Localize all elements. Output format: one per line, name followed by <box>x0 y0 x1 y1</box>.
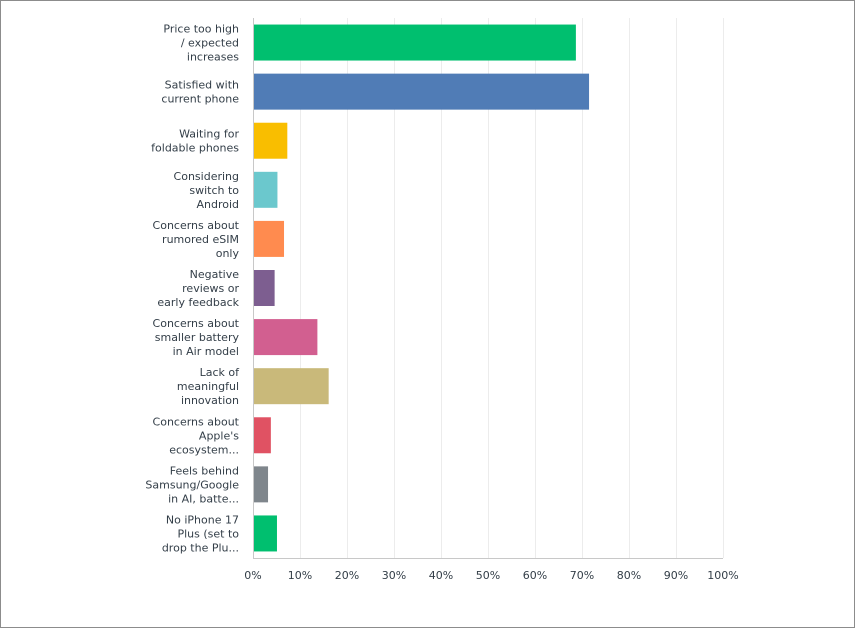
x-tick-label: 100% <box>707 569 738 582</box>
category-label: Satisfied with current phone <box>161 79 239 106</box>
bar[interactable] <box>254 319 318 356</box>
bar[interactable] <box>254 24 576 61</box>
category-label: Waiting for foldable phones <box>151 128 239 155</box>
category-label-line: Lack of <box>200 366 241 379</box>
x-tick-label: 20% <box>335 569 359 582</box>
category-label-line: switch to <box>189 184 239 197</box>
x-tick-label: 90% <box>664 569 688 582</box>
category-label: Negative reviews or early feedback <box>157 268 239 309</box>
category-label: Lack of meaningful innovation <box>177 366 240 407</box>
bars <box>254 24 590 552</box>
category-label: Concerns about rumored eSIM only <box>153 219 240 260</box>
bar[interactable] <box>254 73 590 110</box>
bar[interactable] <box>254 417 271 454</box>
category-label-line: foldable phones <box>151 142 239 155</box>
x-tick-label: 50% <box>476 569 500 582</box>
x-tick-label: 30% <box>382 569 406 582</box>
category-label-line: No iPhone 17 <box>166 513 239 526</box>
category-label-line: smaller battery <box>155 331 240 344</box>
category-label-line: in AI, batte... <box>168 492 239 505</box>
category-label-line: Negative <box>190 268 240 281</box>
category-label: No iPhone 17 Plus (set to drop the Plu... <box>162 513 239 554</box>
category-label: Feels behind Samsung/Google in AI, batte..… <box>145 464 239 505</box>
category-label-line: current phone <box>161 93 239 106</box>
category-label-line: Waiting for <box>179 128 239 141</box>
category-label: Concerns about smaller battery in Air mode… <box>153 317 240 358</box>
category-label: Considering switch to Android <box>174 170 240 211</box>
category-label-line: innovation <box>181 394 239 407</box>
bar[interactable] <box>254 220 285 257</box>
x-tick-label: 60% <box>523 569 547 582</box>
category-label-line: Concerns about <box>153 317 240 330</box>
category-label-line: Samsung/Google <box>145 478 239 491</box>
category-label-line: rumored eSIM <box>162 233 239 246</box>
x-tick-label: 40% <box>429 569 453 582</box>
category-label-line: reviews or <box>182 282 239 295</box>
x-tick-label: 0% <box>244 569 261 582</box>
category-label-line: only <box>216 247 240 260</box>
category-label-line: Satisfied with <box>165 79 239 92</box>
category-label: Price too high / expected increases <box>163 23 239 64</box>
category-label-line: increases <box>187 51 239 64</box>
category-label-line: Concerns about <box>153 415 240 428</box>
x-tick-label: 80% <box>617 569 641 582</box>
category-label-line: Considering <box>174 170 239 183</box>
bar[interactable] <box>254 122 288 159</box>
category-label-line: / expected <box>181 37 239 50</box>
category-label: Concerns about Apple's ecosystem... <box>153 415 240 456</box>
x-tick-label: 10% <box>288 569 312 582</box>
category-label-line: early feedback <box>157 296 239 309</box>
bar[interactable] <box>254 466 269 503</box>
bar[interactable] <box>254 515 277 552</box>
category-label-line: Android <box>196 198 239 211</box>
category-label-line: Price too high <box>163 23 239 36</box>
bar[interactable] <box>254 270 275 306</box>
category-label-line: in Air model <box>173 345 239 358</box>
category-label-line: Concerns about <box>153 219 240 232</box>
bar[interactable] <box>254 171 278 208</box>
category-label-line: drop the Plu... <box>162 541 239 554</box>
x-tick-label: 70% <box>570 569 594 582</box>
category-labels: Price too high / expected increases Satisfi… <box>145 23 240 555</box>
category-label-line: Plus (set to <box>177 527 239 540</box>
bar[interactable] <box>254 368 329 405</box>
category-label-line: Feels behind <box>170 464 239 477</box>
x-axis-ticks: 0% 10% 20% 30% 40% 50% 60% 70% 80% 90% 100% <box>244 569 738 582</box>
category-label-line: Apple's <box>199 429 239 442</box>
category-label-line: meaningful <box>177 380 239 393</box>
category-label-line: ecosystem... <box>169 443 239 456</box>
